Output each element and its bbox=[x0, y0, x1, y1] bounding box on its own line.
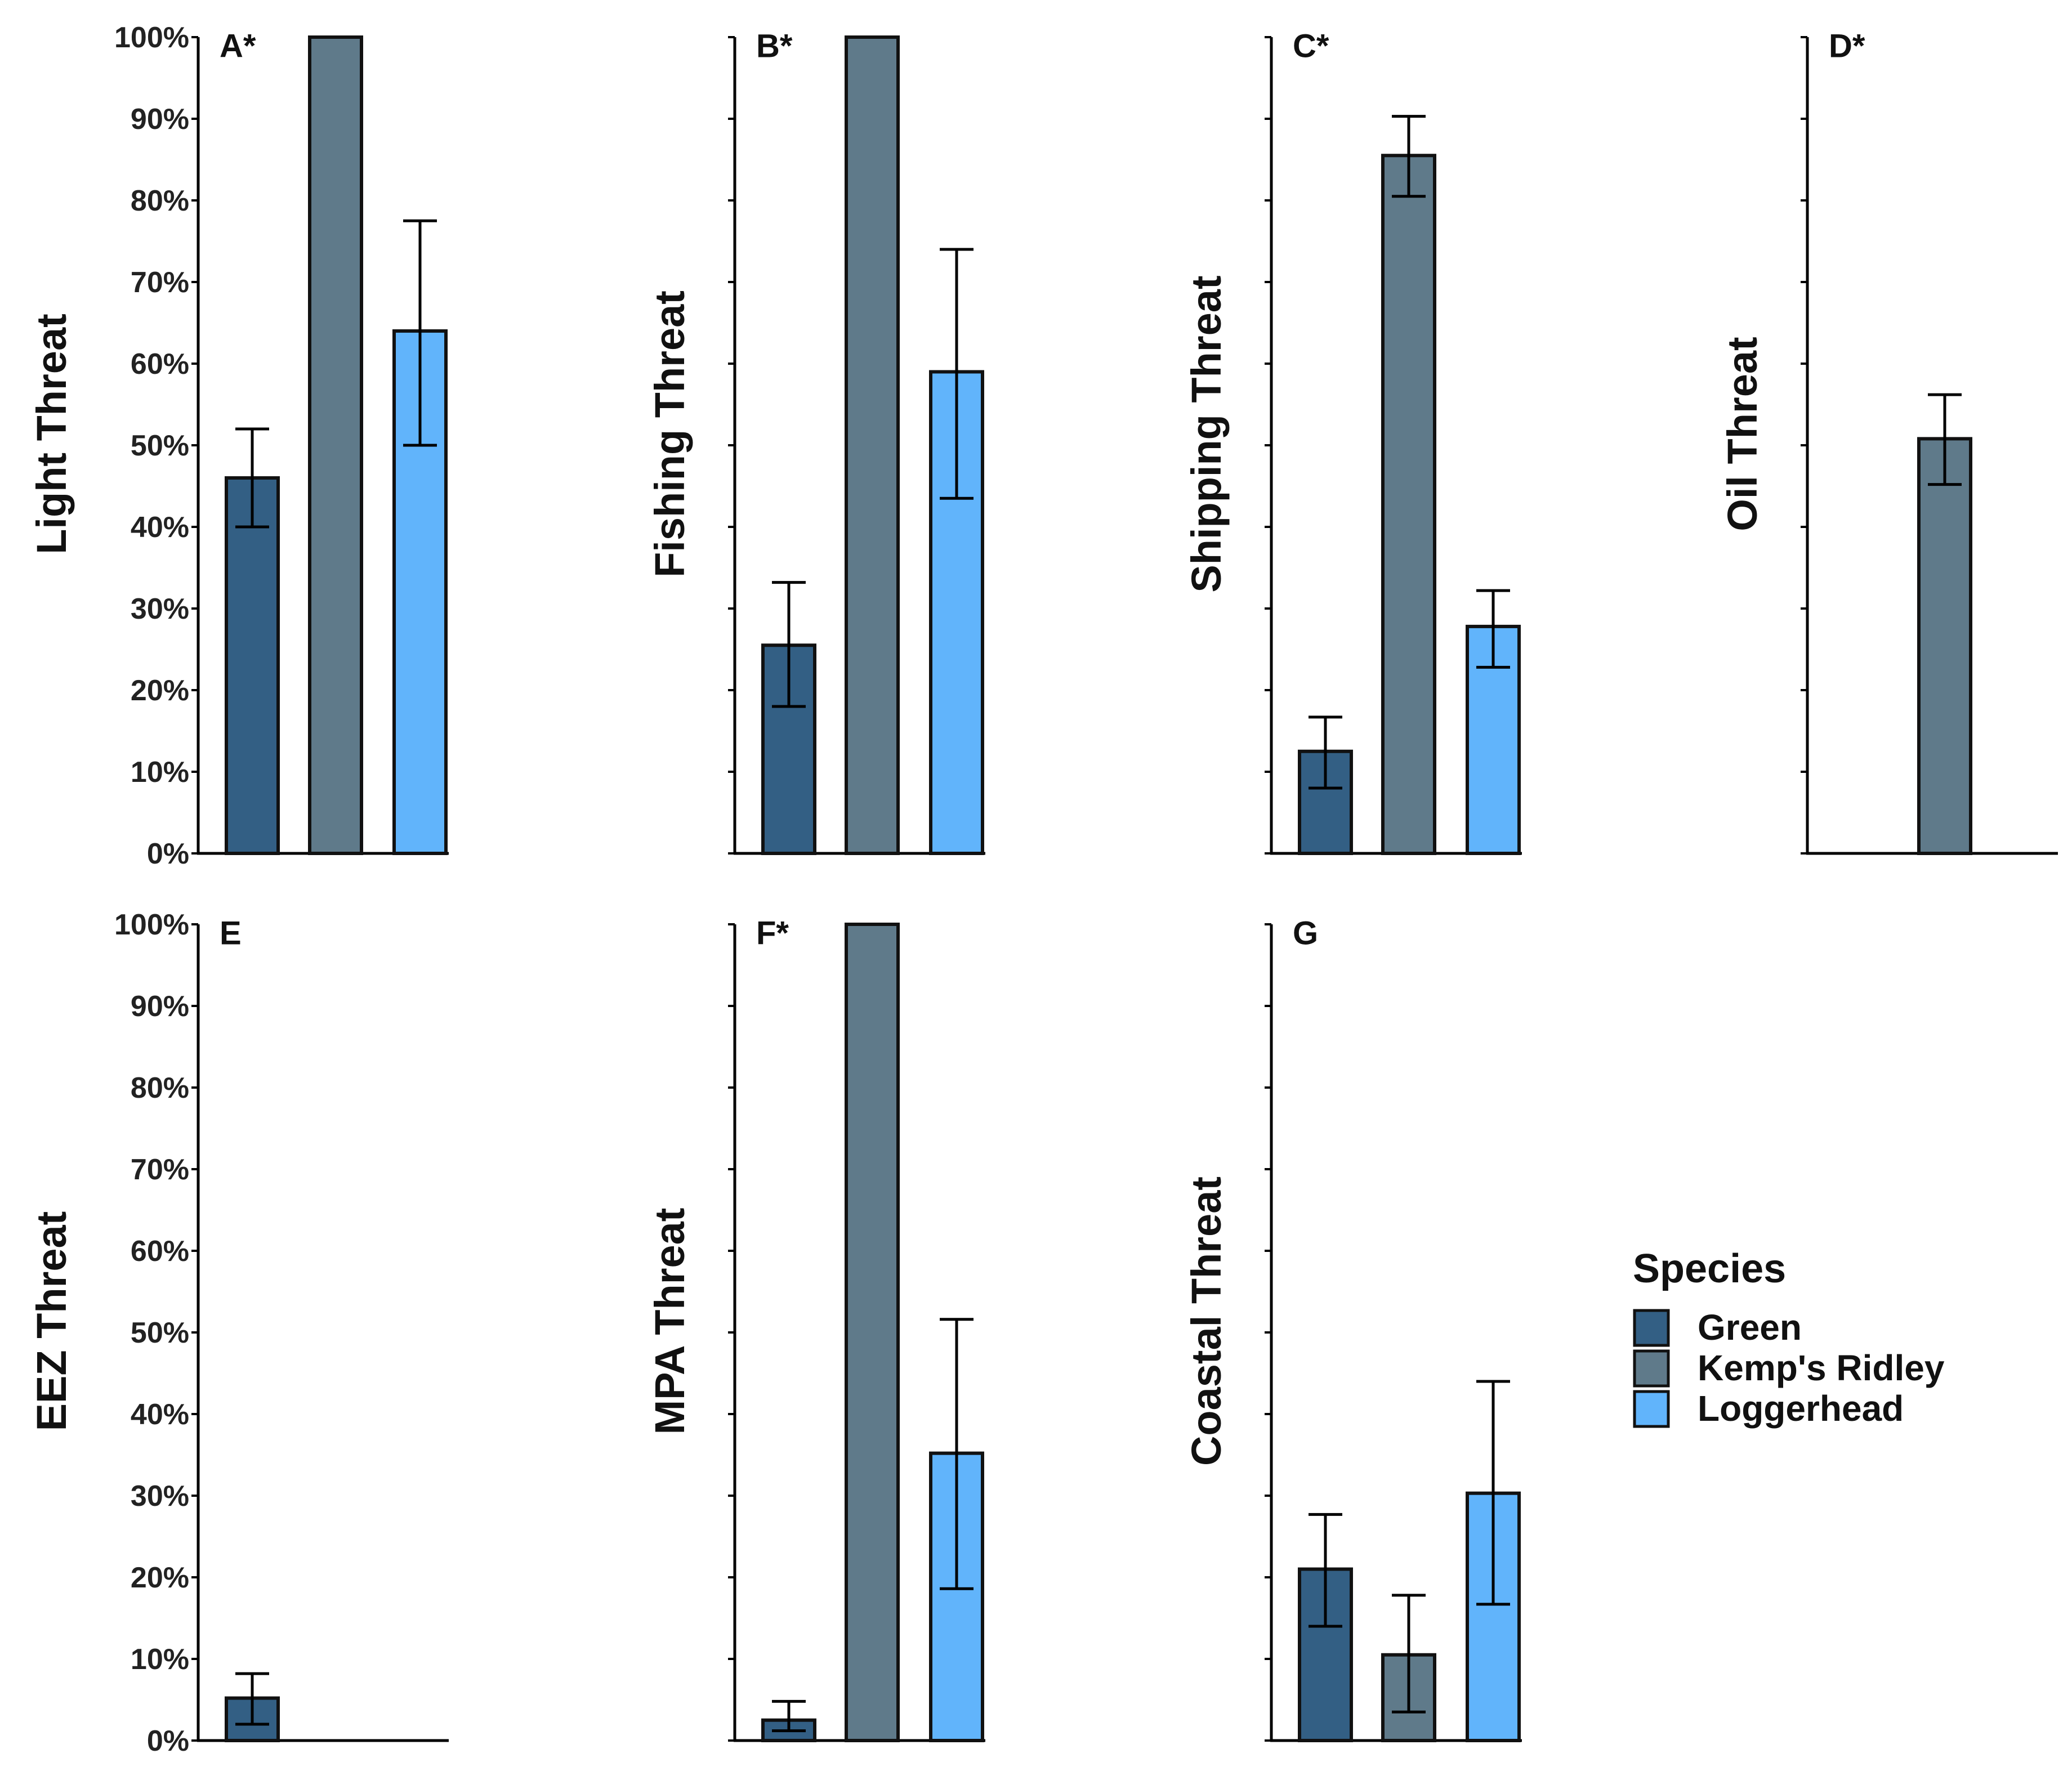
legend-swatch-kemp-s-ridley bbox=[1633, 1349, 1670, 1388]
y-tick-label: 10% bbox=[131, 756, 189, 789]
error-bar-kemp-s-ridley bbox=[1392, 115, 1426, 198]
error-bar-loggerhead bbox=[940, 1318, 974, 1590]
y-tick-label: 20% bbox=[131, 674, 189, 707]
y-tick-label: 40% bbox=[131, 511, 189, 544]
error-bar-green bbox=[235, 1672, 269, 1726]
y-tick-label: 0% bbox=[147, 1725, 189, 1757]
y-axis-title: MPA Threat bbox=[646, 1208, 693, 1435]
y-tick-label: 50% bbox=[131, 430, 189, 462]
panel-letter: G bbox=[1293, 915, 1318, 951]
legend-swatch-green bbox=[1633, 1309, 1670, 1347]
panel-letter: E bbox=[220, 915, 242, 951]
legend-label-loggerhead: Loggerhead bbox=[1698, 1388, 1904, 1429]
y-tick-label: 80% bbox=[131, 1072, 189, 1104]
error-bar-green bbox=[772, 1699, 806, 1733]
legend-label-kemp-s-ridley: Kemp's Ridley bbox=[1698, 1348, 1945, 1388]
y-axis-title: EEZ Threat bbox=[28, 1211, 75, 1432]
error-bar-loggerhead bbox=[1476, 1380, 1510, 1606]
y-tick-label: 50% bbox=[131, 1317, 189, 1349]
error-bar-loggerhead bbox=[1476, 589, 1510, 669]
bar-kemp-s-ridley bbox=[308, 35, 363, 855]
bar-green bbox=[225, 476, 280, 855]
legend-swatch-loggerhead bbox=[1633, 1390, 1670, 1428]
error-bar-loggerhead bbox=[403, 219, 437, 447]
panel-b-fishing-threat: B* Fishing Threat bbox=[646, 28, 985, 855]
error-bar-kemp-s-ridley bbox=[1392, 1594, 1426, 1714]
bar-kemp-s-ridley bbox=[1381, 154, 1436, 855]
panel-c-shipping-threat: C* Shipping Threat bbox=[1183, 28, 1522, 856]
bar-kemp-s-ridley bbox=[845, 923, 900, 1742]
y-tick-label: 10% bbox=[131, 1643, 189, 1676]
y-tick-label: 80% bbox=[131, 185, 189, 217]
y-tick-label: 100% bbox=[114, 21, 189, 54]
y-tick-label: 60% bbox=[131, 1235, 189, 1268]
panel-letter: A* bbox=[220, 28, 256, 64]
panel-g-coastal-threat: G Coastal Threat bbox=[1183, 915, 1522, 1742]
y-tick-label: 70% bbox=[131, 1153, 189, 1186]
y-tick-label: 90% bbox=[131, 990, 189, 1023]
error-bar-green bbox=[772, 581, 806, 708]
y-axis-title: Light Threat bbox=[28, 314, 75, 554]
y-tick-label: 0% bbox=[147, 838, 189, 870]
y-axis-title: Oil Threat bbox=[1719, 337, 1766, 531]
y-tick-label: 30% bbox=[131, 593, 189, 625]
y-tick-label: 20% bbox=[131, 1562, 189, 1594]
y-tick-label: 70% bbox=[131, 266, 189, 299]
error-bar-kemp-s-ridley bbox=[1928, 393, 1962, 486]
y-tick-label: 30% bbox=[131, 1480, 189, 1513]
panel-letter: F* bbox=[756, 915, 789, 951]
error-bar-green bbox=[1309, 715, 1342, 790]
legend-title: Species bbox=[1633, 1246, 1786, 1291]
bar-loggerhead bbox=[392, 329, 448, 855]
panel-d-oil-threat: D* Oil Threat bbox=[1719, 28, 2058, 855]
bar-kemp-s-ridley bbox=[1917, 437, 1972, 855]
panel-e-eez-threat: 0% 10% 20% 30% 40% 50% 60% 70% 80% 90% 100% E EEZ Th… bbox=[28, 909, 449, 1757]
error-bar-green bbox=[235, 427, 269, 529]
panel-letter: D* bbox=[1829, 28, 1865, 64]
y-tick-label: 60% bbox=[131, 348, 189, 381]
y-axis-title: Fishing Threat bbox=[646, 290, 693, 578]
error-bar-loggerhead bbox=[940, 248, 974, 500]
panel-letter: B* bbox=[756, 28, 793, 64]
panel-f-mpa-threat: F* MPA Threat bbox=[646, 915, 985, 1743]
y-axis-title: Shipping Threat bbox=[1183, 275, 1230, 592]
y-tick-label: 100% bbox=[114, 909, 189, 941]
legend-label-green: Green bbox=[1698, 1307, 1802, 1348]
panel-letter: C* bbox=[1293, 28, 1329, 64]
bar-kemp-s-ridley bbox=[845, 35, 900, 855]
y-axis-title: Coastal Threat bbox=[1183, 1176, 1230, 1466]
error-bar-green bbox=[1309, 1513, 1342, 1628]
y-tick-label: 90% bbox=[131, 103, 189, 136]
panel-a-light-threat: 0% 10% 20% 30% 40% 50% 60% 70% 80% 90% 100% A* Light… bbox=[28, 21, 449, 870]
y-tick-label: 40% bbox=[131, 1398, 189, 1431]
